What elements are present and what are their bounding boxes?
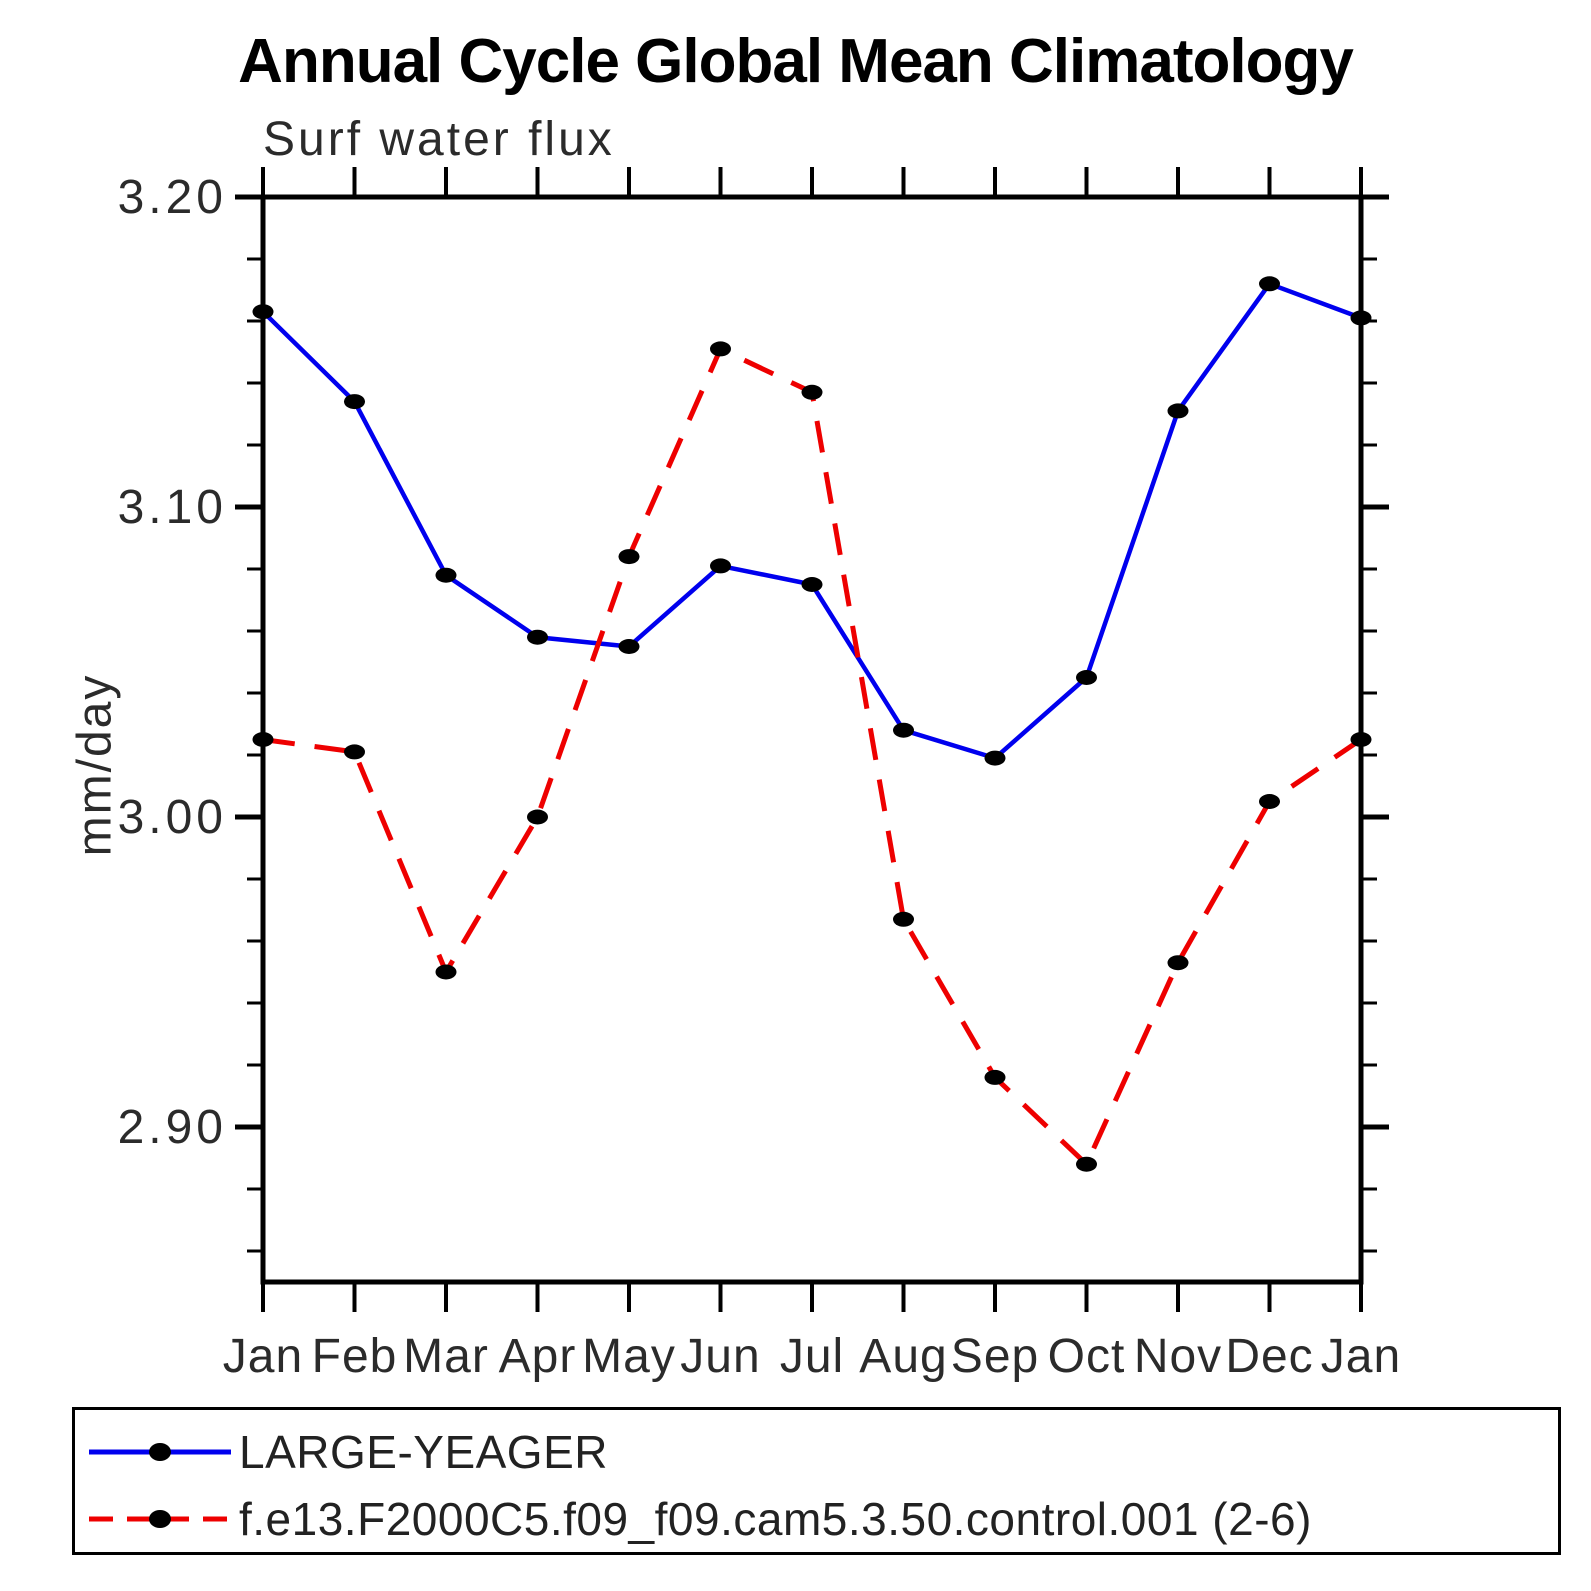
x-tick-label: Apr <box>499 1330 577 1383</box>
y-tick-label: 3.10 <box>118 481 227 534</box>
y-tick-label: 3.20 <box>118 171 227 224</box>
data-point-marker <box>1167 403 1189 419</box>
data-point-marker <box>984 750 1006 766</box>
chart-title: Annual Cycle Global Mean Climatology <box>238 27 1354 96</box>
data-point-marker <box>710 341 731 357</box>
data-point-marker <box>1259 276 1280 292</box>
legend: LARGE-YEAGER f.e13.F2000C5.f09_f09.cam5.… <box>72 1407 1561 1555</box>
data-point-marker <box>1167 955 1189 971</box>
data-point-marker <box>1259 794 1280 809</box>
data-point-marker <box>344 394 365 410</box>
data-point-marker <box>527 629 548 645</box>
x-tick-label: Jul <box>780 1330 844 1383</box>
legend-swatch-dashed-line-icon <box>89 1510 231 1528</box>
x-tick-label: Oct <box>1048 1330 1126 1383</box>
x-tick-label: May <box>582 1330 676 1383</box>
data-point-marker <box>1076 1156 1097 1172</box>
data-point-marker <box>344 744 365 760</box>
data-point-marker <box>1350 310 1372 326</box>
data-point-marker <box>893 911 914 927</box>
x-tick-label: Jun <box>680 1330 760 1383</box>
data-point-marker <box>252 732 274 747</box>
legend-entry-large-yeager: LARGE-YEAGER <box>85 1424 608 1480</box>
data-point-marker <box>710 558 731 574</box>
x-tick-label: Aug <box>859 1330 947 1383</box>
x-tick-label: Jan <box>223 1330 303 1383</box>
data-point-marker <box>893 722 914 738</box>
data-point-marker <box>984 1069 1006 1085</box>
x-tick-label: Nov <box>1134 1330 1222 1383</box>
legend-swatch-solid-line-icon <box>89 1443 231 1461</box>
x-tick-label: Jan <box>1321 1330 1401 1383</box>
data-point-marker <box>618 549 640 565</box>
x-tick-label: Feb <box>312 1330 398 1383</box>
data-point-marker <box>252 304 274 320</box>
data-point-marker <box>1076 670 1097 685</box>
data-point-marker <box>801 384 823 400</box>
data-point-marker <box>801 577 823 592</box>
data-point-marker <box>435 567 457 583</box>
legend-label: LARGE-YEAGER <box>239 1426 608 1478</box>
data-point-marker <box>618 639 640 654</box>
legend-entry-control: f.e13.F2000C5.f09_f09.cam5.3.50.control.… <box>85 1491 1312 1547</box>
y-tick-label: 3.00 <box>118 791 227 844</box>
series-line-0 <box>261 281 1362 761</box>
x-tick-label: Sep <box>951 1330 1039 1383</box>
series-line-1 <box>262 346 1363 1167</box>
plot-box <box>260 194 1364 1285</box>
legend-label: f.e13.F2000C5.f09_f09.cam5.3.50.control.… <box>239 1493 1312 1545</box>
y-tick-label: 2.90 <box>118 1101 227 1154</box>
x-tick-label: Dec <box>1225 1330 1313 1383</box>
data-point-marker <box>527 809 548 825</box>
chart-subtitle: Surf water flux <box>263 113 615 166</box>
data-point-marker <box>1350 732 1372 747</box>
data-point-marker <box>435 964 457 980</box>
x-tick-label: Mar <box>403 1330 489 1383</box>
